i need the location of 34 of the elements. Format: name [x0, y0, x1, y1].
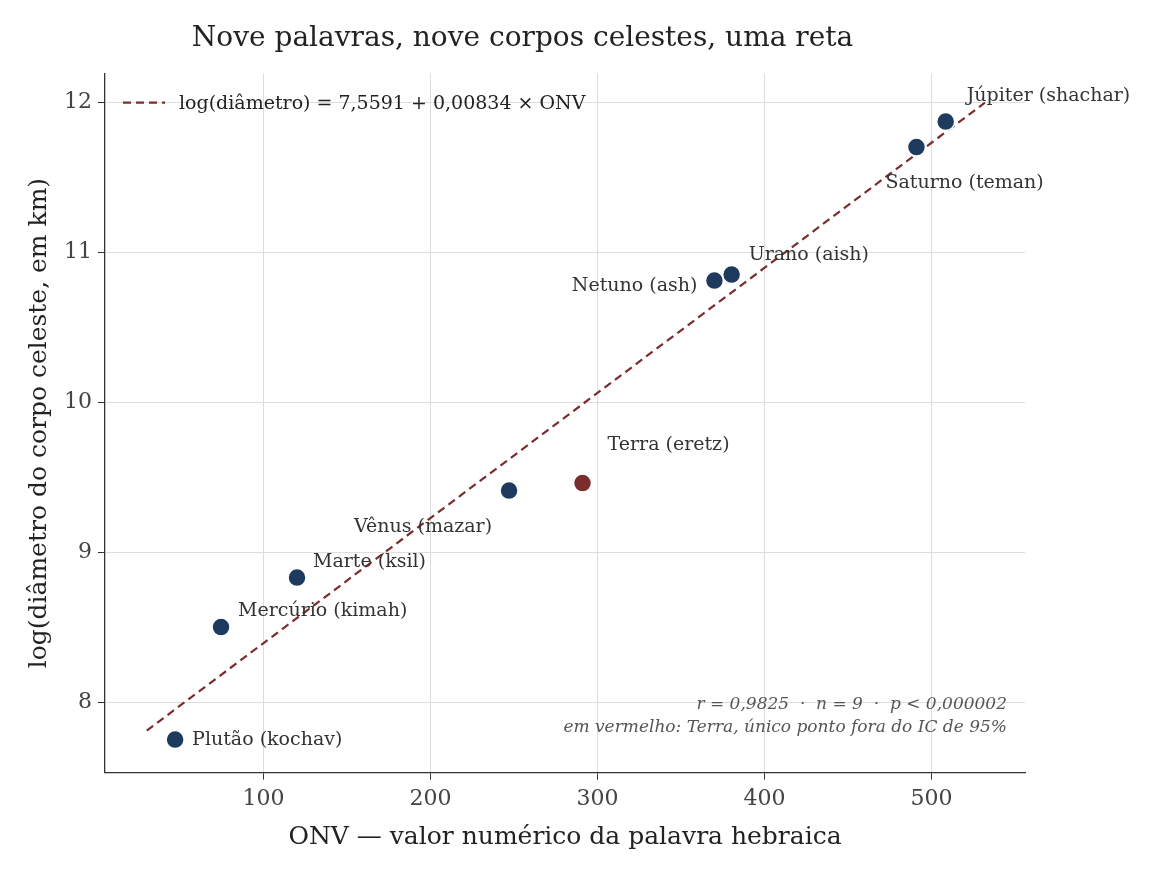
y-tick-label: 12 — [63, 87, 92, 113]
annotation: Mercúrio (kimah) — [238, 598, 408, 621]
annotation: Júpiter (shachar) — [964, 82, 1131, 105]
point — [287, 567, 307, 588]
x-tick-label: 200 — [409, 784, 452, 810]
point — [572, 473, 593, 493]
point — [704, 270, 725, 291]
legend-label: log(diâmetro) = 7,5591 + 0,00834 × ONV — [178, 90, 586, 113]
point — [499, 480, 519, 501]
annotation: Urano (aish) — [748, 241, 869, 264]
y-axis-title: log(diâmetro do corpo celeste, em km) — [22, 177, 52, 669]
x-tick-label: 500 — [910, 784, 953, 810]
annotation: Netuno (ash) — [571, 272, 698, 295]
x-tick-label: 400 — [743, 784, 786, 810]
point — [721, 264, 742, 285]
annotation: Terra (eretz) — [607, 432, 730, 455]
y-tick-label: 11 — [63, 237, 92, 263]
y-tick-label: 9 — [77, 537, 92, 563]
point — [935, 111, 956, 132]
y-tick-label: 10 — [63, 387, 92, 413]
annotation: r = 0,9825 · n = 9 · p < 0,000002 — [696, 693, 1007, 714]
x-axis-title: ONV — valor numérico da palavra hebraica — [288, 820, 842, 850]
point — [165, 729, 185, 750]
annotation: Plutão (kochav) — [192, 726, 343, 749]
point — [906, 137, 927, 157]
annotation: Marte (ksil) — [313, 548, 427, 571]
annotation: Saturno (teman) — [885, 170, 1044, 193]
x-tick-label: 300 — [576, 784, 619, 810]
annotation: Vênus (mazar) — [352, 513, 493, 536]
y-tick-label: 8 — [77, 687, 92, 713]
point — [211, 617, 231, 637]
x-tick-label: 100 — [242, 784, 285, 810]
chart-title: Nove palavras, nove corpos celestes, uma reta — [191, 20, 854, 54]
annotation: em vermelho: Terra, único ponto fora do IC de 95% — [563, 716, 1007, 737]
